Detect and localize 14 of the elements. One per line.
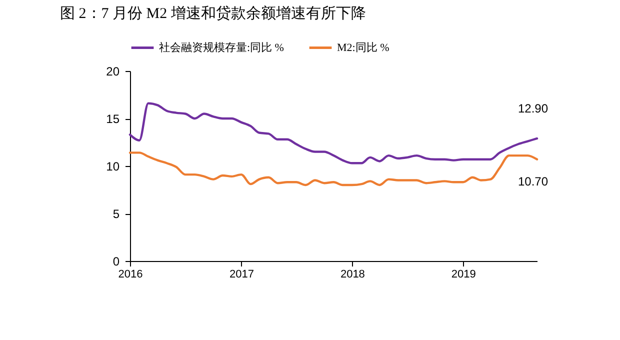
x-tick-label: 2019 [451,268,476,280]
y-tick-label: 5 [112,207,120,221]
chart-title: 图 2：7 月份 M2 增速和贷款余额增速有所下降 [60,5,366,22]
legend-label: 社会融资规模存量:同比 % [159,40,284,54]
annotation: 12.90 [518,101,548,116]
y-tick-label: 0 [112,254,120,268]
y-tick-label: 10 [106,160,120,174]
x-tick-label: 2016 [118,268,143,280]
annotation: 10.70 [518,174,548,188]
legend-label: M2:同比 % [337,40,390,54]
x-tick-label: 2017 [230,268,254,280]
x-tick-label: 2018 [340,268,365,280]
y-tick-label: 20 [106,64,120,78]
y-tick-label: 15 [106,112,120,126]
